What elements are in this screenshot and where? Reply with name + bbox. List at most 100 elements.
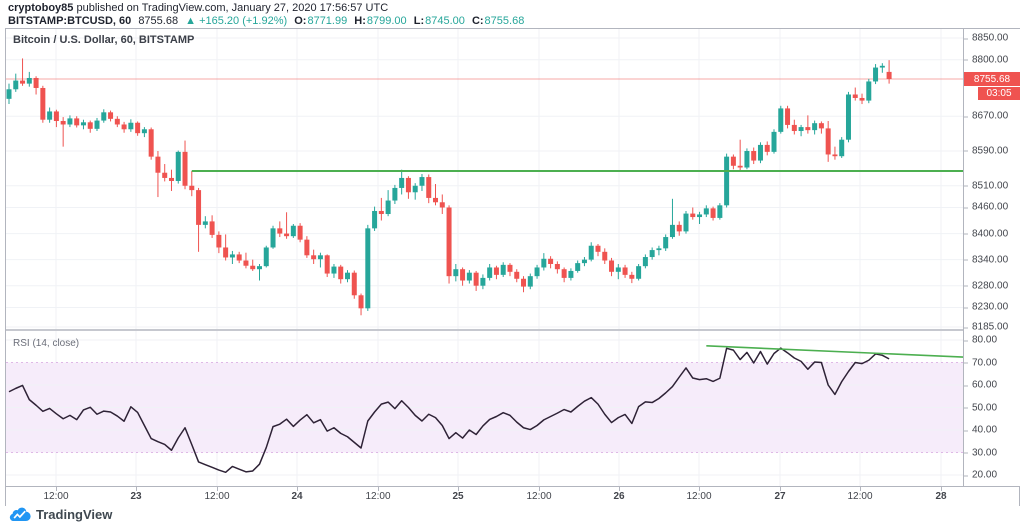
candle-body [764, 144, 770, 152]
bar-countdown-badge: 03:05 [978, 87, 1020, 100]
high-label: H: [354, 15, 366, 27]
candle-body [385, 200, 391, 215]
price-axis[interactable]: 8755.68 03:05 8850.00 8800.00 8670.00 8590.… [963, 29, 1020, 486]
candle-body [480, 277, 486, 286]
rsi-axis-label: 80.00 [964, 335, 997, 346]
candle-body [866, 81, 872, 101]
candle-body [595, 245, 601, 252]
candle-body [588, 245, 594, 260]
candle-body [60, 121, 66, 125]
rsi-trendline [706, 345, 963, 358]
candle-body [47, 111, 53, 120]
candle-body [277, 228, 283, 234]
candle-body [514, 271, 520, 279]
tradingview-logo-icon[interactable] [8, 507, 31, 522]
candle-body [331, 266, 337, 274]
time-axis-label: 27 [774, 491, 786, 502]
candle-body [263, 247, 269, 267]
candle-body [663, 237, 669, 249]
candle-body [717, 205, 723, 218]
time-axis-label: 12:00 [43, 491, 69, 502]
pane-separator[interactable] [6, 329, 1019, 331]
price-axis-label: 8800.00 [964, 54, 1008, 65]
candle-body [135, 122, 141, 134]
candle-body [101, 112, 107, 121]
candle-body [439, 202, 445, 208]
candle-body [351, 272, 357, 296]
candle-body [338, 266, 344, 280]
time-axis[interactable]: 12:00 23 12:00 24 12:00 25 12:00 26 12:00 27 12:00… [6, 486, 1019, 506]
candle-body [114, 118, 120, 125]
candle-body [581, 259, 587, 264]
candle-body [304, 239, 310, 256]
candle-body [324, 255, 330, 274]
candle-body [534, 267, 540, 277]
candle-body [649, 250, 655, 258]
last-price: 8755.68 [138, 15, 179, 27]
candle-body [20, 80, 26, 84]
time-axis-tick [860, 487, 861, 491]
candlestick-chart[interactable] [6, 29, 963, 329]
candle-body [446, 207, 452, 277]
candle-body [751, 150, 757, 161]
candle-body [487, 267, 493, 278]
candle-body [798, 127, 804, 132]
candle-body [94, 120, 100, 129]
time-axis-tick [217, 487, 218, 491]
candle-body [548, 258, 554, 264]
candle-body [554, 263, 560, 270]
rsi-axis-label: 70.00 [964, 357, 997, 368]
candle-body [392, 187, 398, 201]
price-axis-label: 8590.00 [964, 145, 1008, 156]
open-label: O: [294, 15, 307, 27]
candle-body [805, 127, 811, 131]
candle-body [703, 208, 709, 215]
rsi-chart[interactable] [6, 331, 963, 486]
candle-body [40, 87, 46, 120]
candle-body [189, 185, 195, 191]
time-axis-label: 12:00 [365, 491, 391, 502]
candle-body [87, 122, 93, 129]
candle-body [832, 154, 838, 157]
time-axis-label: 23 [130, 491, 142, 502]
candle-body [372, 210, 378, 229]
time-axis-tick [458, 487, 459, 491]
candle-body [873, 67, 879, 82]
rsi-axis-label: 50.00 [964, 402, 997, 413]
candle-body [13, 80, 19, 90]
price-change: ▲ +165.20 (+1.92%) [185, 15, 288, 27]
candle-body [196, 190, 202, 225]
candle-body [358, 295, 364, 309]
candle-body [500, 264, 506, 275]
time-axis-tick [780, 487, 781, 491]
candle-body [676, 224, 682, 232]
candle-body [33, 77, 39, 88]
time-axis-tick [56, 487, 57, 491]
tradingview-brand[interactable]: TradingView [36, 507, 113, 522]
candle-body [311, 255, 317, 260]
candle-body [615, 267, 621, 272]
candle-body [859, 97, 865, 101]
candle-body [737, 165, 743, 168]
candle-body [697, 214, 703, 218]
price-pane[interactable]: Bitcoin / U.S. Dollar, 60, BITSTAMP [6, 29, 963, 329]
chart-frame: Bitcoin / U.S. Dollar, 60, BITSTAMP RSI … [5, 28, 1020, 506]
rsi-line [8, 347, 890, 474]
candle-body [669, 224, 675, 238]
candle-body [825, 128, 831, 155]
candle-body [365, 228, 371, 309]
candle-body [80, 122, 86, 126]
candle-body [250, 265, 256, 270]
rsi-axis-label: 20.00 [964, 470, 997, 481]
candle-body [690, 213, 696, 218]
candle-body [223, 247, 229, 258]
candle-body [128, 122, 134, 130]
candle-body [108, 112, 114, 119]
candle-body [473, 272, 479, 286]
time-axis-label: 12:00 [204, 491, 230, 502]
rsi-pane[interactable]: RSI (14, close) [6, 331, 963, 486]
candle-body [399, 177, 405, 188]
price-axis-label: 8510.00 [964, 180, 1008, 191]
footer: TradingView [8, 507, 112, 522]
candle-body [602, 251, 608, 261]
